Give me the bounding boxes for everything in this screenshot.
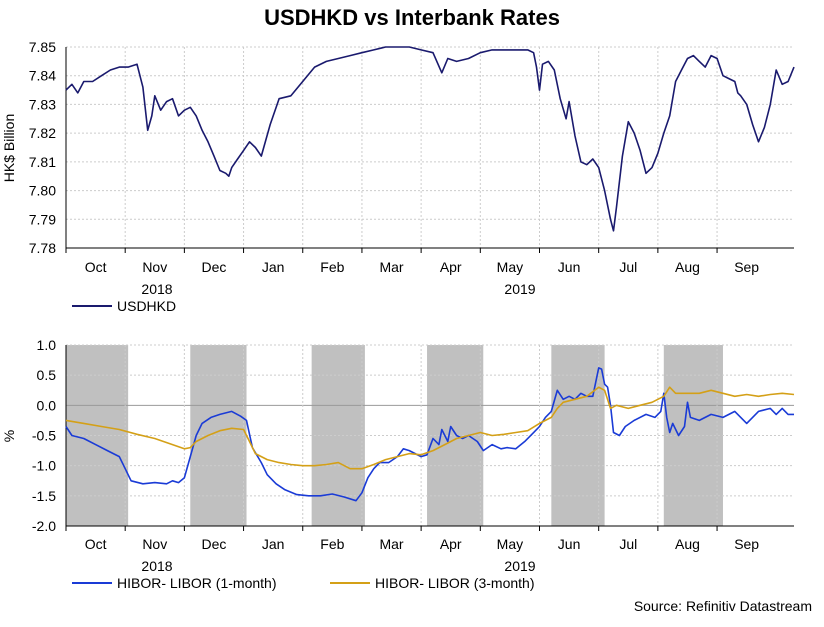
- x-tick-label-jun: Jun: [558, 259, 581, 275]
- x-tick-label-jul: Jul: [619, 259, 637, 275]
- y-tick-label-1: 7.84: [29, 68, 56, 84]
- shaded-period-0: [66, 345, 129, 526]
- x-tick-label-may: May: [497, 259, 523, 275]
- x-tick-label-jul: Jul: [619, 536, 637, 552]
- y-tick-label-4: -1.0: [32, 458, 56, 474]
- x-tick-label-oct: Oct: [85, 536, 107, 552]
- usdhkd-legend: USDHKD: [72, 298, 176, 314]
- usdhkd-axis: 7.85 7.84 7.83 7.82 7.81 7.80 7.79 7.78 Oct Nov De…: [29, 39, 794, 297]
- year-label-2019: 2019: [504, 558, 535, 574]
- x-tick-label-dec: Dec: [202, 536, 227, 552]
- x-tick-label-jan: Jan: [262, 536, 285, 552]
- x-tick-label-feb: Feb: [320, 536, 344, 552]
- x-tick-label-sep: Sep: [734, 259, 759, 275]
- year-label-2018: 2018: [141, 558, 172, 574]
- year-label-2019: 2019: [504, 281, 535, 297]
- x-tick-label-nov: Nov: [142, 536, 167, 552]
- shaded-period-5: [663, 345, 723, 526]
- y-tick-label-3: -0.5: [32, 428, 56, 444]
- chart-title: USDHKD vs Interbank Rates: [264, 5, 560, 30]
- spread-axis: 1.0 0.5 0.0 -0.5 -1.0 -1.5 -2.0 Oct Nov Dec Jan Feb…: [32, 337, 794, 574]
- source-note: Source: Refinitiv Datastream: [633, 598, 812, 614]
- y-tick-label-6: 7.79: [29, 211, 56, 227]
- y-tick-label-0: 1.0: [37, 337, 57, 353]
- x-tick-label-nov: Nov: [142, 259, 167, 275]
- spread-series: [65, 367, 795, 502]
- x-tick-label-may: May: [497, 536, 523, 552]
- x-tick-label-sep: Sep: [734, 536, 759, 552]
- y-tick-label-1: 0.5: [37, 367, 57, 383]
- x-tick-label-feb: Feb: [320, 259, 344, 275]
- x-tick-label-mar: Mar: [379, 536, 403, 552]
- spread-legend: HIBOR- LIBOR (1-month) HIBOR- LIBOR (3-m…: [72, 575, 534, 591]
- spread-y-axis-label: %: [1, 430, 17, 442]
- usdhkd-gridlines: [66, 46, 794, 249]
- series-line-hibor-libor-1-month-: [65, 367, 794, 502]
- x-tick-label-oct: Oct: [85, 259, 107, 275]
- y-tick-label-5: -1.5: [32, 488, 56, 504]
- y-tick-label-6: -2.0: [32, 518, 56, 534]
- y-tick-label-4: 7.81: [29, 154, 56, 170]
- hibor-1m-legend-label: HIBOR- LIBOR (1-month): [117, 575, 276, 591]
- x-tick-label-apr: Apr: [440, 259, 462, 275]
- usdhkd-y-axis-label: HK$ Billion: [1, 114, 17, 182]
- usdhkd-legend-label: USDHKD: [117, 298, 176, 314]
- x-tick-label-jun: Jun: [558, 536, 581, 552]
- y-tick-label-2: 7.83: [29, 96, 56, 112]
- hibor-3m-legend-label: HIBOR- LIBOR (3-month): [375, 575, 534, 591]
- series-line-usdhkd: [65, 46, 795, 232]
- x-tick-label-jan: Jan: [262, 259, 285, 275]
- y-tick-label-3: 7.82: [29, 125, 56, 141]
- series-line-hibor-libor-3-month-: [65, 386, 795, 470]
- x-tick-label-mar: Mar: [379, 259, 403, 275]
- x-tick-label-dec: Dec: [202, 259, 227, 275]
- y-tick-label-5: 7.80: [29, 183, 56, 199]
- x-tick-label-apr: Apr: [440, 536, 462, 552]
- x-tick-label-aug: Aug: [675, 536, 700, 552]
- year-label-2018: 2018: [141, 281, 172, 297]
- y-tick-label-2: 0.0: [37, 397, 57, 413]
- x-tick-label-aug: Aug: [675, 259, 700, 275]
- y-tick-label-7: 7.78: [29, 240, 56, 256]
- usdhkd-series: [65, 46, 795, 232]
- y-tick-label-0: 7.85: [29, 39, 56, 55]
